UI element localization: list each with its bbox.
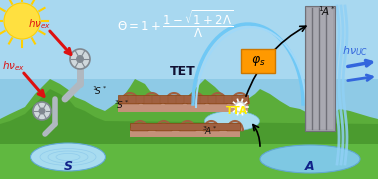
Wedge shape xyxy=(132,123,148,131)
Wedge shape xyxy=(156,123,172,131)
Wedge shape xyxy=(203,123,219,131)
Text: $h\nu_{ex}$: $h\nu_{ex}$ xyxy=(28,17,52,31)
Text: $^1\!A^*$: $^1\!A^*$ xyxy=(318,4,336,18)
Bar xyxy=(130,128,240,137)
Ellipse shape xyxy=(31,143,105,171)
Polygon shape xyxy=(0,79,378,179)
Bar xyxy=(305,6,335,131)
Text: TTA: TTA xyxy=(226,106,248,116)
Text: A: A xyxy=(305,161,315,173)
Text: $^1\!S^*$: $^1\!S^*$ xyxy=(92,85,108,97)
Wedge shape xyxy=(187,95,205,104)
Wedge shape xyxy=(121,95,139,104)
Circle shape xyxy=(70,49,90,69)
Wedge shape xyxy=(180,123,195,131)
Wedge shape xyxy=(209,95,227,104)
Bar xyxy=(118,100,248,112)
Text: $^3\!S^*$: $^3\!S^*$ xyxy=(114,99,130,111)
Text: TET: TET xyxy=(170,64,196,78)
Wedge shape xyxy=(227,123,243,131)
Circle shape xyxy=(33,102,51,120)
Text: S: S xyxy=(64,161,73,173)
Bar xyxy=(0,144,378,179)
Wedge shape xyxy=(231,95,249,104)
Circle shape xyxy=(235,102,245,112)
Bar xyxy=(118,95,248,103)
Circle shape xyxy=(4,3,40,39)
Text: $\Theta = 1 + \dfrac{1-\sqrt{1+2\Lambda}}{\Lambda}$: $\Theta = 1 + \dfrac{1-\sqrt{1+2\Lambda}… xyxy=(117,8,233,40)
Polygon shape xyxy=(0,89,378,179)
Text: $h\nu_{ex}$: $h\nu_{ex}$ xyxy=(2,59,26,73)
Text: $^3\!A^*$: $^3\!A^*$ xyxy=(202,125,218,137)
Wedge shape xyxy=(165,95,183,104)
Wedge shape xyxy=(143,95,161,104)
Ellipse shape xyxy=(204,111,260,131)
FancyBboxPatch shape xyxy=(241,49,275,73)
Bar xyxy=(307,8,333,129)
Bar xyxy=(0,0,378,79)
Circle shape xyxy=(39,108,45,115)
Text: $h\nu_{UC}$: $h\nu_{UC}$ xyxy=(342,44,368,58)
Text: $\varphi_s$: $\varphi_s$ xyxy=(251,54,265,68)
Bar xyxy=(130,123,240,130)
Circle shape xyxy=(76,55,84,63)
Ellipse shape xyxy=(260,145,360,173)
